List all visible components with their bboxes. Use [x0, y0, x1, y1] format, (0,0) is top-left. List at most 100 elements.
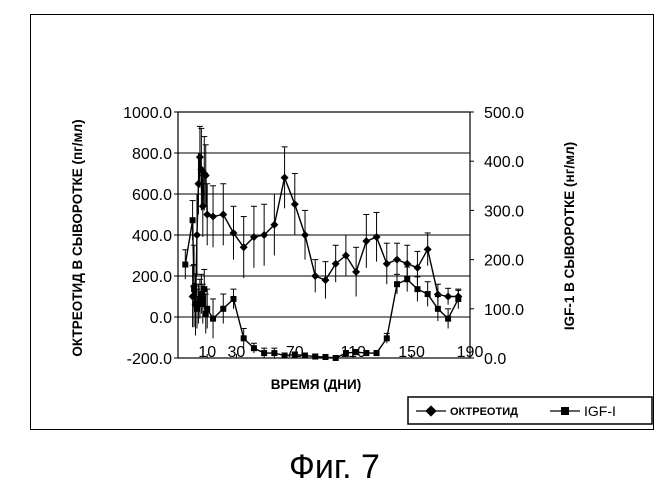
- data-point: [249, 233, 258, 242]
- data-point: [192, 231, 201, 239]
- data-point: [302, 352, 309, 359]
- data-point: [424, 291, 431, 298]
- data-point: [219, 210, 228, 219]
- y-right-tick-label: 100.0: [484, 302, 524, 319]
- data-point: [204, 305, 211, 312]
- x-tick-label: 110: [340, 344, 366, 361]
- y-left-tick-label: 1000.0: [123, 105, 172, 122]
- y-left-tick-label: 200.0: [132, 269, 172, 286]
- data-point: [444, 292, 453, 301]
- data-point: [423, 245, 432, 254]
- legend-diamond-icon: [425, 405, 437, 417]
- legend: ОКТРЕОТИД IGF-I: [407, 396, 653, 425]
- x-tick-label: 30: [228, 344, 246, 361]
- data-point: [261, 350, 268, 357]
- data-point: [194, 179, 203, 188]
- data-point: [230, 295, 237, 302]
- data-point: [182, 261, 189, 268]
- x-tick-labels: 10 30 70 110 150 190: [198, 344, 483, 361]
- figure-caption: Фиг. 7: [289, 448, 380, 486]
- data-point: [290, 200, 299, 209]
- series-octreotide: [188, 125, 463, 336]
- data-point: [260, 231, 269, 239]
- left-tick-labels: -200.0 0.0 200.0 400.0 600.0 800.0 1000.0: [123, 105, 178, 368]
- y-right-tick-label: 200.0: [484, 253, 524, 270]
- data-point: [229, 228, 238, 237]
- data-point: [414, 286, 421, 293]
- data-point: [209, 212, 218, 221]
- legend-igf: IGF-I: [584, 403, 616, 419]
- legend-square-icon: [561, 407, 569, 415]
- y-left-title: ОКТРЕОТИД В СЫВОРОТКЕ (пг/мл): [70, 119, 85, 356]
- y-left-tick-label: 0.0: [150, 310, 172, 327]
- data-point: [202, 310, 209, 317]
- data-point: [363, 350, 370, 357]
- data-point: [455, 295, 462, 302]
- data-point: [331, 259, 340, 268]
- data-point: [394, 281, 400, 288]
- data-point: [362, 237, 371, 246]
- x-tick-label: 190: [457, 344, 484, 361]
- data-point: [341, 251, 350, 260]
- data-point: [240, 335, 247, 342]
- data-point: [271, 350, 278, 357]
- y-left-tick-label: 800.0: [132, 146, 172, 163]
- data-point: [383, 335, 390, 342]
- data-point: [280, 173, 289, 182]
- data-point: [220, 305, 227, 312]
- data-point: [201, 171, 210, 180]
- data-point: [373, 350, 380, 357]
- y-right-title: IGF-1 В СЫВОРОТКЕ (нг/мл): [562, 142, 577, 330]
- x-tick-label: 10: [198, 344, 216, 361]
- data-point: [312, 353, 319, 360]
- series-igf: [182, 200, 462, 361]
- data-point: [191, 286, 198, 293]
- data-point: [195, 300, 202, 307]
- chart-frame: [30, 14, 654, 430]
- x-axis-title: ВРЕМЯ (ДНИ): [271, 377, 362, 392]
- data-point: [199, 300, 206, 307]
- data-point: [403, 259, 412, 268]
- data-point: [434, 305, 441, 312]
- data-point: [281, 352, 288, 359]
- series-layer: [182, 125, 463, 361]
- data-point: [195, 153, 204, 162]
- y-left-tick-label: 600.0: [132, 187, 172, 204]
- data-point: [196, 295, 203, 302]
- legend-octreotide: ОКТРЕОТИД: [450, 406, 518, 418]
- y-left-tick-label: 400.0: [132, 228, 172, 245]
- data-point: [301, 231, 310, 239]
- y-right-tick-label: 300.0: [484, 203, 524, 220]
- data-point: [322, 354, 329, 361]
- x-tick-label: 150: [398, 344, 425, 361]
- grid-lines: [178, 152, 470, 318]
- data-point: [353, 349, 360, 356]
- y-right-tick-label: 0.0: [484, 351, 506, 368]
- data-point: [239, 243, 248, 252]
- data-point: [321, 276, 330, 285]
- data-point: [311, 272, 320, 280]
- y-right-tick-label: 400.0: [484, 154, 524, 171]
- data-point: [413, 263, 422, 272]
- y-left-tick-label: -200.0: [127, 351, 172, 368]
- data-point: [352, 267, 361, 276]
- data-point: [342, 350, 349, 357]
- data-point: [250, 345, 257, 352]
- x-tick-label: 70: [286, 344, 304, 361]
- data-point: [445, 315, 452, 322]
- data-point: [372, 233, 381, 242]
- data-point: [270, 220, 279, 229]
- data-point: [404, 276, 411, 283]
- data-point: [332, 355, 339, 361]
- data-point: [382, 259, 391, 268]
- data-point: [193, 305, 200, 312]
- data-point: [198, 291, 205, 298]
- data-point: [201, 286, 208, 293]
- data-point: [198, 202, 207, 211]
- right-tick-labels: 0.0 100.0 200.0 300.0 400.0 500.0: [470, 105, 524, 368]
- y-right-tick-label: 500.0: [484, 105, 524, 122]
- data-point: [393, 255, 401, 264]
- data-point: [210, 315, 217, 322]
- data-point: [189, 217, 196, 224]
